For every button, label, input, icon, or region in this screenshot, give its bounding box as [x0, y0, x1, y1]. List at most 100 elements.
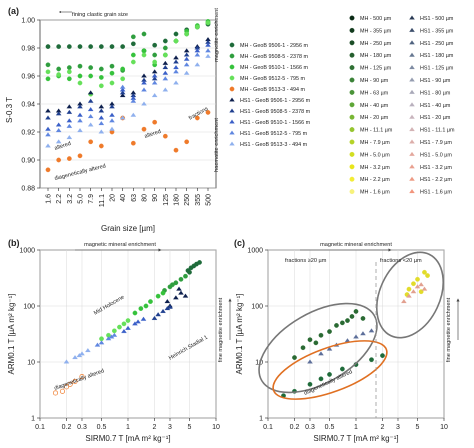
- panel-c-point: [380, 353, 385, 358]
- legend-c-hs1-label: HS1 - 180 µm: [420, 53, 454, 59]
- panel-a-point: [77, 112, 83, 117]
- panel-a-annot-altered1: altered: [144, 129, 162, 140]
- panel-a-point: [162, 52, 168, 58]
- panel-a-point: [109, 126, 115, 131]
- panel-a-point: [205, 53, 211, 58]
- panel-b-y-tick-label: 1000: [19, 248, 35, 255]
- panel-a-point: [109, 112, 115, 117]
- panel-a-y-tick-label: 1.00: [21, 18, 35, 25]
- legend-c-hs1-marker: [409, 52, 415, 57]
- legend-c-mh-marker: [349, 114, 355, 120]
- panel-a-point: [184, 31, 190, 37]
- legend-c-hs1-label: HS1 - 20 µm: [420, 115, 451, 121]
- panel-a-point: [205, 42, 211, 47]
- panel-a-point: [151, 80, 158, 85]
- panel-b-point: [111, 332, 118, 337]
- panel-a-point: [130, 140, 136, 146]
- panel-a-point: [162, 133, 168, 139]
- panel-b-y-tick-label: 1: [31, 416, 35, 423]
- panel-b-point: [112, 328, 117, 334]
- panel-a-y-tick-label: 0.98: [21, 46, 35, 53]
- panel-b-x-tick-label: 1: [126, 424, 130, 431]
- panel-c-point: [421, 286, 428, 291]
- panel-a-point: [55, 122, 62, 127]
- panel-b-point: [164, 306, 171, 311]
- panel-a-x-ticks: 1.6 2.2 3.2 5.0 7.9 11.1 20 40 63 80 90 125 180 250 35…: [46, 188, 213, 207]
- panel-c-point: [327, 372, 332, 377]
- panel-c-ylabel: ARM0.1 T [µA m² kg⁻¹]: [235, 294, 244, 375]
- panel-a-point: [88, 73, 94, 79]
- panel-a-point: [151, 93, 158, 98]
- legend-a-label: HS1 - GeoB 9513-3 - 494 m: [240, 142, 308, 148]
- panel-a-point: [194, 115, 200, 121]
- legend-c-mh-label: MH - 1.6 µm: [360, 190, 390, 196]
- panel-b-point: [85, 348, 91, 353]
- panel-a-point: [66, 118, 73, 123]
- legend-c-mh-label: MH - 2.2 µm: [360, 177, 390, 183]
- panel-a-point: [66, 44, 72, 49]
- legend-a-marker: [229, 130, 235, 135]
- legend-c-hs1-marker: [409, 176, 415, 181]
- panel-a-point: [173, 80, 179, 85]
- panel-b-point: [170, 282, 175, 288]
- legend-a-marker: [229, 97, 235, 102]
- panel-c-ellipse-lt20: [376, 251, 444, 339]
- panel-c-point: [327, 329, 332, 334]
- panel-a-x-tick-label: 250: [184, 194, 191, 206]
- legend-c-hs1-marker: [409, 27, 415, 32]
- panel-c-annot-frac-lt: fractions <20 µm: [380, 258, 422, 264]
- panel-b-x-ticks: 0.1 0.2 0.3 0.5 1 2 3 5 10: [35, 418, 220, 431]
- panel-c-ellipse-diag: [272, 340, 388, 400]
- legend-a-marker: [229, 86, 235, 92]
- panel-a-point: [130, 41, 136, 47]
- panel-b-annot-enrich: magnetic mineral enrichment: [84, 242, 156, 248]
- panel-a-point: [98, 115, 105, 120]
- panel-a-point: [194, 52, 201, 57]
- panel-a-point: [119, 90, 126, 95]
- legend-c-hs1-label: HS1 - 5.0 µm: [420, 152, 452, 158]
- panel-a-point: [205, 20, 211, 26]
- panel-c-point: [340, 366, 345, 372]
- legend-a-label: MH - GeoB 9513-3 - 494 m: [240, 87, 306, 93]
- legend-c-mh-marker: [349, 176, 355, 182]
- legend-a: MH - GeoB 9506-1 - 2956 m MH - GeoB 9508-…: [229, 42, 311, 148]
- panel-b-grid: [39, 249, 217, 419]
- panel-a-point: [173, 147, 179, 153]
- legend-c-mh-label: MH - 20 µm: [360, 115, 389, 121]
- panel-a-point: [173, 55, 179, 60]
- panel-a-x-tick-label: 3.2: [67, 194, 74, 204]
- legend-a-marker: [229, 75, 235, 81]
- legend-c-hs1-label: HS1 - 3.2 µm: [420, 165, 452, 171]
- panel-a-point: [45, 167, 51, 173]
- panel-a-point: [152, 119, 158, 125]
- panel-c-point: [353, 309, 359, 314]
- legend-c-hs1-label: HS1 - 1.6 µm: [420, 190, 452, 196]
- panel-a-point: [183, 56, 190, 61]
- panel-b-point: [125, 318, 131, 323]
- panel-a-y-tick-label: 0.92: [21, 130, 35, 137]
- panel-c-x-tick-label: 5: [416, 424, 420, 431]
- panel-a-point: [66, 109, 73, 114]
- legend-c-hs1-marker: [409, 151, 415, 156]
- legend-a-label: HS1 - GeoB 9512-5 - 795 m: [240, 131, 308, 137]
- panel-c-point: [353, 334, 359, 339]
- panel-b-point: [79, 351, 85, 356]
- panel-a-point: [109, 80, 115, 86]
- panel-a-point: [109, 70, 115, 76]
- panel-c-point: [368, 328, 375, 333]
- panel-a-point: [141, 52, 147, 58]
- legend-c-hs1-marker: [409, 15, 415, 20]
- panel-a-point: [98, 143, 104, 149]
- panel-a-point: [130, 52, 136, 58]
- legend-c-mh-label: MH - 500 µm: [360, 16, 392, 22]
- panel-b-point: [173, 295, 179, 300]
- panel-c-point: [318, 332, 324, 338]
- panel-a-point: [119, 84, 126, 89]
- legend-c-hs1-marker: [409, 189, 415, 194]
- legend-c-hs1-label: HS1 - 355 µm: [420, 28, 454, 34]
- legend-c-hs1-marker: [409, 65, 415, 70]
- panel-a-point: [88, 139, 94, 145]
- legend-c-mh-marker: [349, 65, 355, 71]
- panel-a-point: [141, 73, 147, 78]
- panel-a-annot-diag: diagenetically altered: [54, 163, 106, 182]
